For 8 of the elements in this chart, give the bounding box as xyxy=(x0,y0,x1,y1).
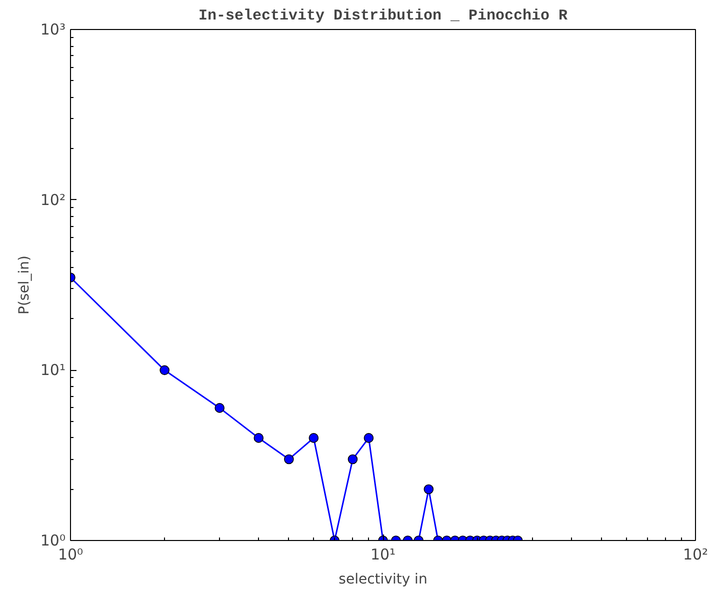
y-tick-label: 10¹ xyxy=(40,361,66,380)
y-tick-label: 10² xyxy=(40,190,66,209)
chart-title: In-selectivity Distribution _ Pinocchio R xyxy=(198,8,568,24)
x-axis-title: selectivity in xyxy=(338,572,428,588)
x-tick-label: 10¹ xyxy=(370,546,396,564)
x-tick-label: 10² xyxy=(682,546,708,564)
y-tick-label: 10³ xyxy=(40,20,66,38)
y-axis-title: P(sel_in) xyxy=(16,256,32,314)
